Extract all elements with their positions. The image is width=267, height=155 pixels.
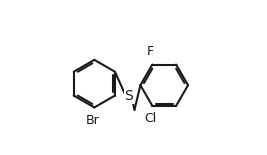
Text: F: F xyxy=(147,45,154,58)
Text: S: S xyxy=(124,89,133,103)
Text: Br: Br xyxy=(86,114,100,127)
Text: Cl: Cl xyxy=(145,112,157,125)
